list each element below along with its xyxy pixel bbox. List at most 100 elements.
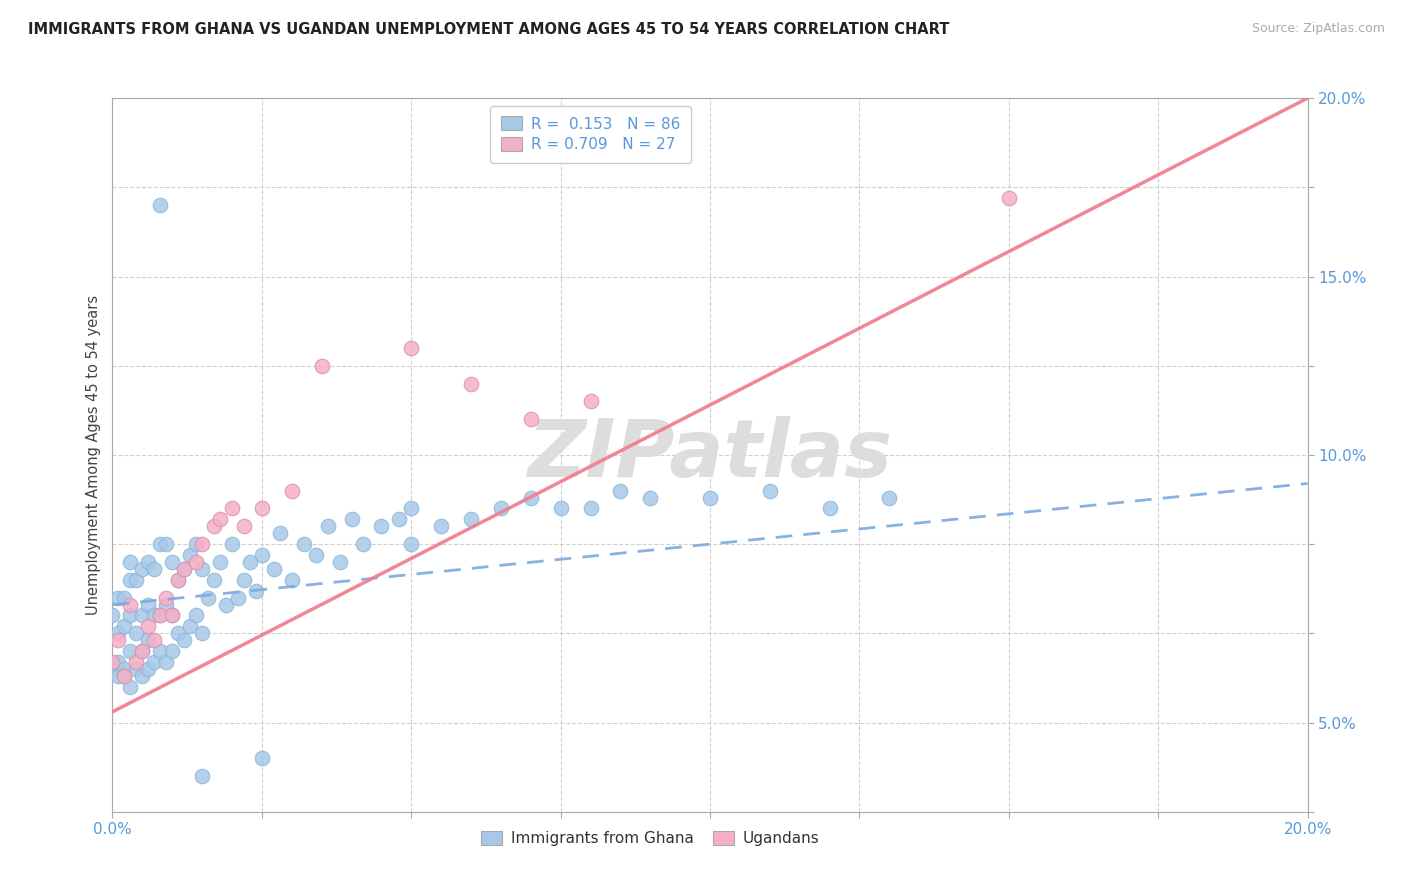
Point <box>232 573 256 587</box>
Point <box>131 562 153 576</box>
Point <box>138 662 160 676</box>
Point <box>101 662 124 676</box>
Point <box>120 680 142 694</box>
Point <box>107 669 129 683</box>
Point <box>202 573 225 587</box>
Point <box>107 591 129 605</box>
Point <box>120 555 142 569</box>
Point <box>167 573 190 587</box>
Point <box>818 501 841 516</box>
Point <box>120 608 142 623</box>
Point <box>186 555 208 569</box>
Point <box>191 769 214 783</box>
Point <box>143 655 166 669</box>
Point <box>202 519 225 533</box>
Point <box>125 655 148 669</box>
Point <box>149 608 172 623</box>
Point <box>998 191 1021 205</box>
Point <box>316 519 339 533</box>
Text: ZIPatlas: ZIPatlas <box>527 416 893 494</box>
Point <box>370 519 392 533</box>
Point <box>114 669 135 683</box>
Point <box>107 633 129 648</box>
Point <box>579 394 602 409</box>
Point <box>208 555 231 569</box>
Point <box>401 537 423 551</box>
Point <box>430 519 453 533</box>
Point <box>107 626 129 640</box>
Point <box>304 548 326 562</box>
Point <box>138 633 160 648</box>
Point <box>120 598 142 612</box>
Point <box>699 491 721 505</box>
Text: Source: ZipAtlas.com: Source: ZipAtlas.com <box>1251 22 1385 36</box>
Point <box>155 598 177 612</box>
Point <box>107 655 129 669</box>
Point <box>250 548 273 562</box>
Point <box>328 555 352 569</box>
Point <box>143 608 166 623</box>
Point <box>186 537 208 551</box>
Point <box>155 591 177 605</box>
Point <box>114 669 135 683</box>
Point <box>550 501 572 516</box>
Point <box>114 619 135 633</box>
Point <box>131 669 153 683</box>
Point <box>388 512 411 526</box>
Point <box>125 573 148 587</box>
Point <box>138 555 160 569</box>
Point <box>208 512 231 526</box>
Point <box>131 608 153 623</box>
Point <box>101 608 124 623</box>
Legend: Immigrants from Ghana, Ugandans: Immigrants from Ghana, Ugandans <box>472 823 828 854</box>
Point <box>460 376 482 391</box>
Point <box>162 608 183 623</box>
Point <box>149 644 172 658</box>
Point <box>250 751 273 765</box>
Point <box>759 483 782 498</box>
Point <box>401 341 423 355</box>
Point <box>311 359 333 373</box>
Point <box>191 562 214 576</box>
Point <box>579 501 602 516</box>
Point <box>186 608 208 623</box>
Point <box>191 626 214 640</box>
Point <box>179 619 201 633</box>
Point <box>191 537 214 551</box>
Point <box>292 537 315 551</box>
Point <box>149 537 172 551</box>
Point <box>114 662 135 676</box>
Point <box>173 633 195 648</box>
Point <box>138 598 160 612</box>
Point <box>401 501 423 516</box>
Point <box>638 491 662 505</box>
Point <box>226 591 249 605</box>
Point <box>125 626 148 640</box>
Point <box>221 501 243 516</box>
Point <box>162 644 183 658</box>
Point <box>101 655 124 669</box>
Point <box>352 537 374 551</box>
Point <box>460 512 482 526</box>
Point <box>232 519 256 533</box>
Point <box>263 562 285 576</box>
Point <box>155 537 177 551</box>
Point <box>143 633 166 648</box>
Point <box>239 555 262 569</box>
Point <box>281 573 304 587</box>
Point <box>114 591 135 605</box>
Point <box>149 198 172 212</box>
Point <box>162 555 183 569</box>
Point <box>167 626 190 640</box>
Point <box>609 483 631 498</box>
Point <box>179 548 201 562</box>
Point <box>131 644 153 658</box>
Point <box>125 662 148 676</box>
Text: IMMIGRANTS FROM GHANA VS UGANDAN UNEMPLOYMENT AMONG AGES 45 TO 54 YEARS CORRELAT: IMMIGRANTS FROM GHANA VS UGANDAN UNEMPLO… <box>28 22 949 37</box>
Point <box>149 608 172 623</box>
Point <box>131 644 153 658</box>
Point <box>245 583 267 598</box>
Y-axis label: Unemployment Among Ages 45 to 54 years: Unemployment Among Ages 45 to 54 years <box>86 295 101 615</box>
Point <box>250 501 273 516</box>
Point <box>877 491 901 505</box>
